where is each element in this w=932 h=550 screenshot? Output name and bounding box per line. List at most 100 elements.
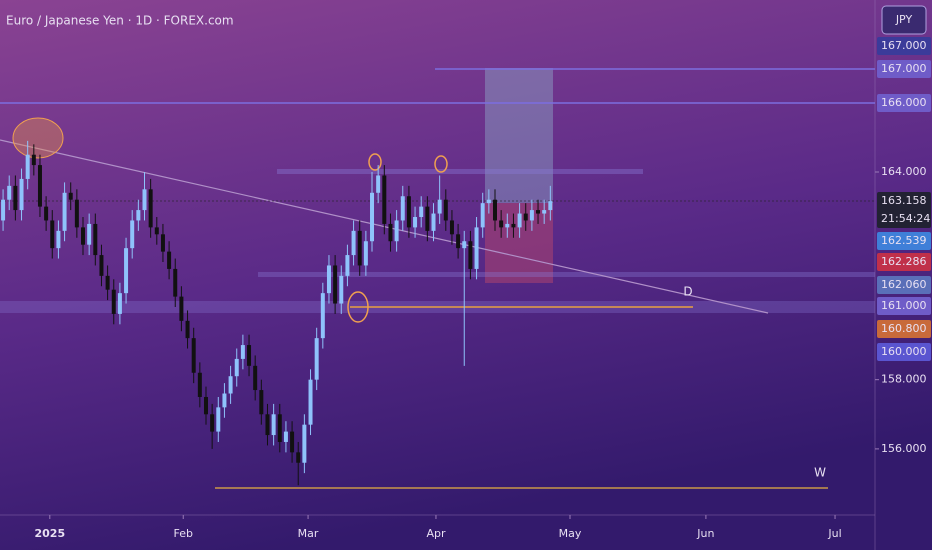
candle-body [382,175,387,224]
candle-body [160,234,165,252]
candle-body [400,196,405,221]
candle-body [44,206,49,221]
candle-body [124,248,129,294]
candle-body [240,345,245,359]
price-badge-label: 167.000 [881,39,927,52]
candle-body [351,230,356,256]
candle-body [37,165,42,207]
countdown: 21:54:24 [881,212,930,225]
price-badge-label: 167.000 [881,62,927,75]
highlight [347,291,369,323]
price-badge-label: 162.539 [881,234,927,247]
candle-body [25,154,30,179]
currency-label[interactable]: JPY [895,13,913,26]
x-tick-label: Mar [298,527,319,540]
highlight [368,153,382,171]
candle-body [529,210,534,221]
y-tick-label: 158.000 [881,373,927,386]
candle-body [247,345,252,366]
candle-body [148,189,153,228]
candle-body [320,293,325,339]
x-tick-label: May [559,527,582,540]
y-tick-label: 164.000 [881,165,927,178]
price-badge-label: 162.060 [881,278,927,291]
candle-body [302,424,307,463]
price-badge [877,37,931,55]
candle-body [376,175,381,193]
candle-body [117,293,122,314]
candle-body [437,199,442,214]
candle-body [93,223,98,256]
x-tick-label: Feb [173,527,192,540]
candle-body [283,431,288,442]
candle-body [154,227,159,235]
price-badge-label: 160.800 [881,322,927,335]
price-badge [877,253,931,271]
candle-body [357,230,362,266]
price-badge-label: 160.000 [881,345,927,358]
candle-body [19,178,24,211]
candle-body [130,220,135,249]
candle-body [277,414,282,442]
candle-body [542,210,547,214]
candle-body [480,203,485,228]
chart-title: Euro / Japanese Yen · 1D · FOREX.com [6,14,234,28]
candle-body [111,289,116,314]
candle-body [142,189,147,211]
candle-body [443,199,448,221]
candle-body [370,192,375,242]
candle-body [62,192,67,231]
price-badge [877,192,931,228]
candle-body [191,338,196,373]
candle-body [81,227,86,245]
candle-body [388,223,393,242]
level-band [277,169,643,174]
candle-body [99,255,104,276]
currency-button[interactable] [881,5,927,35]
candle-body [517,213,522,228]
y-tick-label: 156.000 [881,442,927,455]
price-badge [877,276,931,294]
candle-body [511,223,516,228]
highlight [12,117,64,159]
candle-body [216,407,221,432]
candle-body [425,206,430,231]
candle-body [210,414,215,432]
candle-body [68,192,73,200]
candle-body [136,210,141,221]
candle-body [492,199,497,221]
drawings [0,68,875,489]
x-tick-label: Jul [827,527,841,540]
price-badge [877,94,931,112]
candle-body [31,154,36,166]
price-badge [877,232,931,250]
candle-body [271,414,276,436]
candle-body [523,213,528,221]
candle-body [413,217,418,228]
x-tick-label: 2025 [34,527,65,540]
price-badge [877,297,931,315]
candle-body [13,185,18,211]
x-tick-label: Apr [426,527,446,540]
candle-body [363,241,368,266]
candle-body [56,230,61,249]
candle-body [173,268,178,297]
candle-body [406,196,411,228]
candle-body [449,220,454,235]
candle-body [419,206,424,218]
price-badge [877,60,931,78]
annotation: D [683,285,692,299]
level-band [258,272,875,277]
price-badge-label: 161.000 [881,299,927,312]
candle-body [203,396,208,415]
candle-body [7,185,12,200]
candle-body [179,296,184,321]
candle-body [259,390,264,415]
candle-body [265,414,270,436]
candle-body [222,393,227,408]
candle-body [314,338,319,380]
candle-body [167,251,172,269]
candle-body [536,210,541,214]
